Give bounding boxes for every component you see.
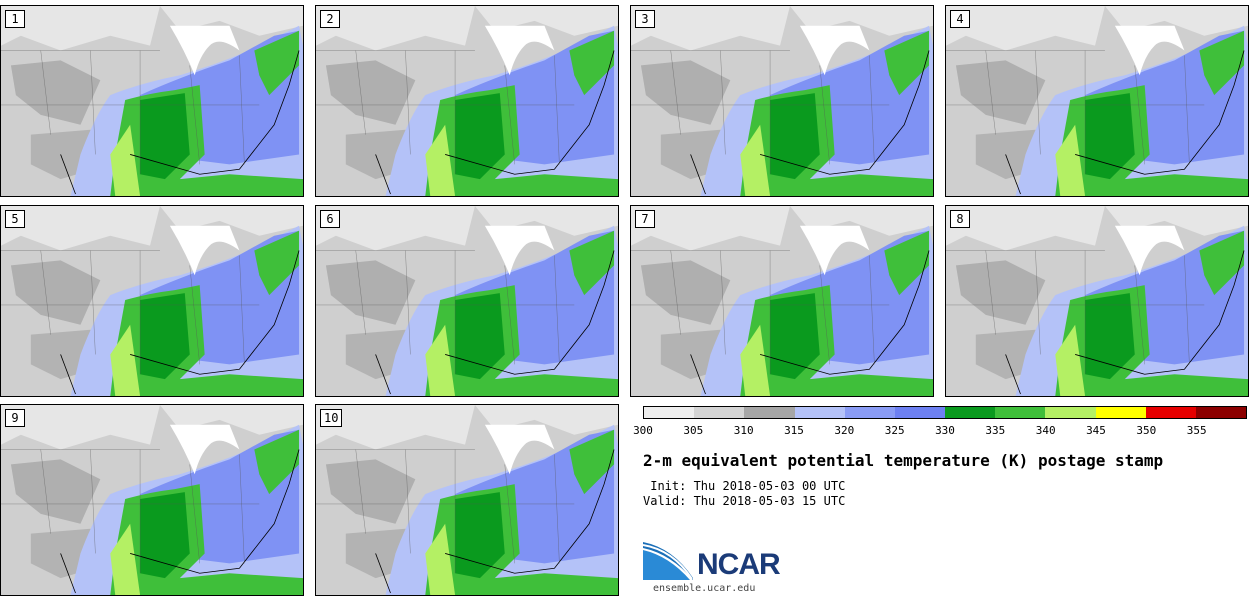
colorbar-swatch xyxy=(694,407,745,418)
colorbar-swatch xyxy=(1195,407,1247,418)
postage-stamp-panel-8: 8 xyxy=(945,205,1249,397)
map-graphic xyxy=(631,6,933,196)
postage-stamp-panel-1: 1 xyxy=(0,5,304,197)
colorbar-tick-label: 330 xyxy=(935,424,955,437)
colorbar-swatch xyxy=(644,407,695,418)
postage-stamp-panel-2: 2 xyxy=(315,5,619,197)
map-graphic xyxy=(316,405,618,595)
colorbar-tick-label: 355 xyxy=(1186,424,1207,437)
colorbar-swatch xyxy=(744,407,795,418)
colorbar-tick-label: 340 xyxy=(1035,424,1056,437)
colorbar-tick-label: 315 xyxy=(784,424,804,437)
colorbar-tick-label: 310 xyxy=(733,424,754,437)
init-time: Init: Thu 2018-05-03 00 UTC xyxy=(643,479,846,493)
map-graphic xyxy=(316,6,618,196)
panel-label: 8 xyxy=(950,210,970,228)
map-graphic xyxy=(1,6,303,196)
colorbar-swatch xyxy=(1045,407,1096,418)
map-graphic xyxy=(1,405,303,595)
colorbar-swatch xyxy=(945,407,996,418)
colorbar-tick-label: 345 xyxy=(1086,424,1106,437)
panel-label: 1 xyxy=(5,10,25,28)
postage-stamp-panel-6: 6 xyxy=(315,205,619,397)
valid-time: Valid: Thu 2018-05-03 15 UTC xyxy=(643,494,846,508)
panel-label: 9 xyxy=(5,409,25,427)
postage-stamp-panel-10: 10 xyxy=(315,404,619,596)
map-graphic xyxy=(946,6,1248,196)
colorbar-swatch xyxy=(1095,407,1146,418)
map-graphic xyxy=(1,206,303,396)
ncar-logo-icon xyxy=(643,542,693,580)
colorbar-swatch xyxy=(995,407,1046,418)
colorbar xyxy=(643,406,1247,419)
colorbar-swatch xyxy=(844,407,895,418)
colorbar-tick-label: 325 xyxy=(884,424,905,437)
panel-label: 2 xyxy=(320,10,340,28)
colorbar-tick-label: 305 xyxy=(683,424,704,437)
postage-stamp-panel-3: 3 xyxy=(630,5,934,197)
colorbar-tick-label: 320 xyxy=(834,424,855,437)
colorbar-tick-label: 300 xyxy=(633,424,653,437)
map-graphic xyxy=(316,206,618,396)
logo-text: NCAR xyxy=(697,548,781,581)
colorbar-swatch xyxy=(894,407,946,418)
colorbar-tick-label: 335 xyxy=(985,424,1006,437)
map-graphic xyxy=(631,206,933,396)
panel-label: 10 xyxy=(320,409,343,427)
panel-label: 7 xyxy=(635,210,655,228)
postage-stamp-panel-7: 7 xyxy=(630,205,934,397)
chart-title: 2-m equivalent potential temperature (K)… xyxy=(643,451,1164,470)
colorbar-tick-label: 350 xyxy=(1136,424,1157,437)
map-graphic xyxy=(946,206,1248,396)
panel-label: 4 xyxy=(950,10,970,28)
colorbar-swatch xyxy=(794,407,845,418)
colorbar-swatch xyxy=(1145,407,1196,418)
panel-label: 6 xyxy=(320,210,340,228)
postage-stamp-panel-9: 9 xyxy=(0,404,304,596)
postage-stamp-panel-5: 5 xyxy=(0,205,304,397)
panel-label: 5 xyxy=(5,210,25,228)
panel-label: 3 xyxy=(635,10,655,28)
postage-stamp-panel-4: 4 xyxy=(945,5,1249,197)
logo-url[interactable]: ensemble.ucar.edu xyxy=(653,583,756,594)
